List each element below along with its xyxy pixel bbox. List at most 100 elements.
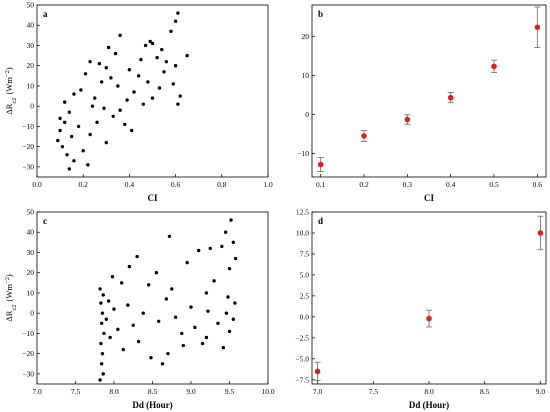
data-point xyxy=(112,307,116,311)
data-point xyxy=(176,102,180,106)
data-point xyxy=(206,309,210,313)
data-point xyxy=(185,260,189,265)
x-tick-label: 7.0 xyxy=(32,387,42,396)
mean-marker xyxy=(314,368,321,375)
data-point xyxy=(169,29,173,34)
y-axis-label: ΔRc2(Wm−2) xyxy=(4,274,18,322)
x-tick-label: 8.5 xyxy=(148,387,158,396)
x-tick-label: 0.1 xyxy=(316,180,326,189)
y-tick-label: −20 xyxy=(22,349,34,358)
data-point xyxy=(146,283,151,287)
x-tick-label: 0.2 xyxy=(79,180,89,189)
data-point xyxy=(113,51,118,56)
y-tick-label: 50 xyxy=(27,208,35,217)
panel-b: 0.1 0.2 0.3 0.4 0.5 0.6 −10 0 10 20 b CI xyxy=(297,4,547,203)
x-tick-label: 7.5 xyxy=(369,387,379,396)
x-tick-label: 10.0 xyxy=(261,387,274,396)
data-point xyxy=(99,341,103,346)
data-point xyxy=(220,244,224,249)
data-point xyxy=(173,64,178,68)
data-point xyxy=(76,124,81,129)
y-tick-label: 10 xyxy=(27,288,35,297)
data-point xyxy=(154,271,159,275)
data-point xyxy=(189,305,193,309)
y-tick-label: 10.0 xyxy=(296,228,309,237)
data-point xyxy=(233,301,237,305)
data-point xyxy=(185,53,189,58)
data-point xyxy=(173,315,178,319)
y-tick-label: −2.5 xyxy=(295,333,309,342)
data-point xyxy=(132,90,136,94)
data-point xyxy=(180,331,184,336)
x-axis-label: CI xyxy=(424,193,434,203)
data-point xyxy=(102,331,106,336)
data-point xyxy=(101,293,105,297)
data-point xyxy=(204,291,209,295)
y-tick-label: 40 xyxy=(27,21,35,30)
data-point xyxy=(160,362,165,366)
data-point xyxy=(233,256,238,261)
data-point xyxy=(104,317,109,321)
data-point xyxy=(109,76,113,80)
data-point xyxy=(226,295,230,299)
data-point xyxy=(136,74,141,78)
data-point xyxy=(208,246,212,251)
data-point xyxy=(65,153,69,157)
data-point xyxy=(221,345,226,350)
data-point xyxy=(156,319,161,323)
data-point xyxy=(160,47,164,52)
y-tick-label: −10 xyxy=(22,122,34,131)
data-point xyxy=(171,82,175,86)
data-point xyxy=(143,43,148,48)
data-point xyxy=(63,120,67,125)
data-point xyxy=(155,55,159,60)
data-point xyxy=(83,72,88,76)
data-point xyxy=(197,248,201,253)
data-point xyxy=(149,355,153,360)
x-tick-label: 0.0 xyxy=(32,180,42,189)
data-point xyxy=(162,70,166,74)
y-tick-label: 0 xyxy=(30,102,34,111)
data-point xyxy=(170,287,174,291)
data-point xyxy=(99,321,104,325)
data-point xyxy=(90,104,95,108)
data-point xyxy=(131,323,135,328)
data-point xyxy=(86,163,90,167)
data-point xyxy=(123,122,127,127)
data-point xyxy=(95,120,99,125)
y-tick-label: −30 xyxy=(22,162,34,171)
y-tick-label: −10 xyxy=(297,149,309,158)
mean-marker xyxy=(317,161,324,168)
data-point xyxy=(104,140,109,145)
data-point xyxy=(67,110,72,114)
y-tick-label: 7.5 xyxy=(300,249,310,258)
data-point xyxy=(164,297,169,301)
panel-label: c xyxy=(43,216,47,226)
mean-marker xyxy=(534,24,541,31)
x-tick-label: 8.0 xyxy=(109,387,119,396)
data-point xyxy=(223,230,228,234)
panel-d: 7.0 7.5 8.0 8.5 9.0 −7.5 −5.0 −2.5 0.0 2.5 5.0 7.5 1… xyxy=(295,208,547,410)
x-tick-label: 9.0 xyxy=(186,387,196,396)
data-point xyxy=(79,88,83,92)
data-point xyxy=(130,128,134,133)
data-point xyxy=(150,96,155,100)
y-tick-label: 0 xyxy=(30,309,34,318)
panel-label: b xyxy=(318,9,323,19)
data-point xyxy=(99,80,104,84)
x-tick-label: 0.3 xyxy=(403,180,413,189)
data-point xyxy=(97,61,102,66)
data-point xyxy=(100,351,105,356)
data-point xyxy=(99,301,103,305)
data-point xyxy=(157,86,162,90)
data-point xyxy=(178,94,182,98)
mean-marker xyxy=(447,94,454,101)
data-point xyxy=(67,167,72,171)
x-tick-label: 0.5 xyxy=(489,180,499,189)
data-point xyxy=(227,266,232,271)
x-tick-label: 0.6 xyxy=(171,180,181,189)
y-tick-label: −30 xyxy=(22,369,34,378)
data-point xyxy=(98,378,102,382)
data-point xyxy=(110,275,115,279)
